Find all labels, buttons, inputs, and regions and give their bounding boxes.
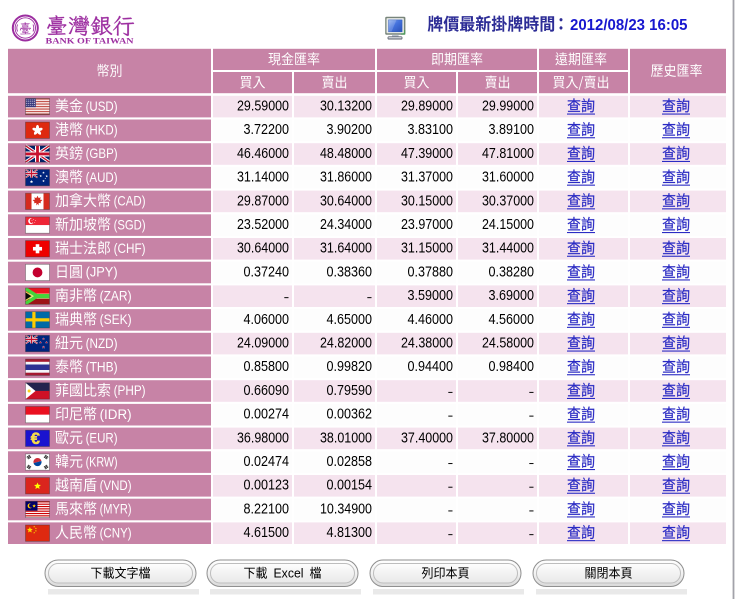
svg-text:3.89100: 3.89100 <box>489 122 535 138</box>
svg-text:0.98400: 0.98400 <box>489 359 535 375</box>
svg-text:36.98000: 36.98000 <box>237 430 289 446</box>
svg-text:0.02858: 0.02858 <box>327 454 373 470</box>
svg-text:(ZAR): (ZAR) <box>100 288 132 303</box>
svg-text:3.83100: 3.83100 <box>408 122 454 138</box>
svg-text:(THB): (THB) <box>86 360 118 375</box>
svg-text:37.80000: 37.80000 <box>482 430 534 446</box>
svg-text:(VND): (VND) <box>100 478 132 493</box>
svg-text:30.64000: 30.64000 <box>320 193 372 209</box>
svg-text:0.00123: 0.00123 <box>244 478 290 494</box>
svg-text:0.00274: 0.00274 <box>244 407 290 423</box>
svg-text:0.37240: 0.37240 <box>244 264 290 280</box>
svg-text:23.52000: 23.52000 <box>237 217 289 233</box>
svg-text:0.37880: 0.37880 <box>408 264 454 280</box>
svg-text:(NZD): (NZD) <box>86 336 118 351</box>
svg-text:38.01000: 38.01000 <box>320 430 372 446</box>
svg-text:4.56000: 4.56000 <box>489 312 535 328</box>
svg-text:(CAD): (CAD) <box>114 194 146 209</box>
svg-text:31.86000: 31.86000 <box>320 170 372 186</box>
svg-text:30.64000: 30.64000 <box>237 241 289 257</box>
svg-text:(PHP): (PHP) <box>114 383 146 398</box>
svg-text:29.59000: 29.59000 <box>237 99 289 115</box>
svg-text:0.94400: 0.94400 <box>408 359 454 375</box>
svg-text:46.46000: 46.46000 <box>237 146 289 162</box>
svg-text:3.72200: 3.72200 <box>244 122 290 138</box>
svg-text:24.58000: 24.58000 <box>482 336 534 352</box>
svg-text:(MYR): (MYR) <box>100 502 132 517</box>
svg-text:(USD): (USD) <box>86 99 118 114</box>
svg-text:29.99000: 29.99000 <box>482 99 534 115</box>
svg-text:(KRW): (KRW) <box>86 454 118 469</box>
svg-text:(CNY): (CNY) <box>100 525 132 540</box>
svg-text:31.14000: 31.14000 <box>237 170 289 186</box>
svg-text:48.48000: 48.48000 <box>320 146 372 162</box>
svg-text:0.79590: 0.79590 <box>327 383 373 399</box>
svg-text:3.69000: 3.69000 <box>489 288 535 304</box>
svg-text:10.34900: 10.34900 <box>320 501 372 517</box>
svg-text:30.13200: 30.13200 <box>320 99 372 115</box>
svg-text:31.44000: 31.44000 <box>482 241 534 257</box>
svg-text:3.59000: 3.59000 <box>408 288 454 304</box>
svg-text:4.46000: 4.46000 <box>408 312 454 328</box>
svg-text:4.81300: 4.81300 <box>327 525 373 541</box>
svg-text:24.15000: 24.15000 <box>482 217 534 233</box>
svg-text:€: € <box>31 430 40 448</box>
svg-text:0.38360: 0.38360 <box>327 264 373 280</box>
svg-text:31.37000: 31.37000 <box>401 170 453 186</box>
svg-text:0.99820: 0.99820 <box>327 359 373 375</box>
svg-text:0.66090: 0.66090 <box>244 383 290 399</box>
svg-text:0.02474: 0.02474 <box>244 454 290 470</box>
svg-text:4.65000: 4.65000 <box>327 312 373 328</box>
svg-text:2012/08/23 16:05: 2012/08/23 16:05 <box>570 17 688 34</box>
svg-text:(HKD): (HKD) <box>86 123 118 138</box>
svg-text:47.81000: 47.81000 <box>482 146 534 162</box>
svg-text:(SEK): (SEK) <box>100 312 132 327</box>
svg-text:(AUD): (AUD) <box>86 170 118 185</box>
svg-text:(GBP): (GBP) <box>86 146 118 161</box>
svg-text:4.06000: 4.06000 <box>244 312 290 328</box>
svg-text:37.40000: 37.40000 <box>401 430 453 446</box>
svg-text:3.90200: 3.90200 <box>327 122 373 138</box>
svg-text:0.00154: 0.00154 <box>327 478 373 494</box>
svg-text:(SGD): (SGD) <box>114 217 146 232</box>
svg-text:Excel: Excel <box>274 565 304 580</box>
svg-text:31.15000: 31.15000 <box>401 241 453 257</box>
svg-text:24.09000: 24.09000 <box>237 336 289 352</box>
svg-text:(IDR): (IDR) <box>100 407 132 422</box>
svg-text:24.82000: 24.82000 <box>320 336 372 352</box>
svg-text:24.34000: 24.34000 <box>320 217 372 233</box>
svg-text:23.97000: 23.97000 <box>401 217 453 233</box>
svg-text:0.00362: 0.00362 <box>327 407 373 423</box>
svg-text:4.61500: 4.61500 <box>244 525 290 541</box>
svg-text:29.89000: 29.89000 <box>401 99 453 115</box>
svg-text:30.37000: 30.37000 <box>482 193 534 209</box>
svg-text:(EUR): (EUR) <box>86 431 118 446</box>
svg-text:31.64000: 31.64000 <box>320 241 372 257</box>
svg-text:(CHF): (CHF) <box>114 241 146 256</box>
svg-text:31.60000: 31.60000 <box>482 170 534 186</box>
svg-text:24.38000: 24.38000 <box>401 336 453 352</box>
svg-text:29.87000: 29.87000 <box>237 193 289 209</box>
svg-text:BANK OF TAIWAN: BANK OF TAIWAN <box>46 37 134 46</box>
svg-text:0.38280: 0.38280 <box>489 264 535 280</box>
svg-text:(JPY): (JPY) <box>86 265 118 280</box>
svg-text:8.22100: 8.22100 <box>244 501 290 517</box>
svg-text:30.15000: 30.15000 <box>401 193 453 209</box>
svg-text:47.39000: 47.39000 <box>401 146 453 162</box>
svg-text:0.85800: 0.85800 <box>244 359 290 375</box>
